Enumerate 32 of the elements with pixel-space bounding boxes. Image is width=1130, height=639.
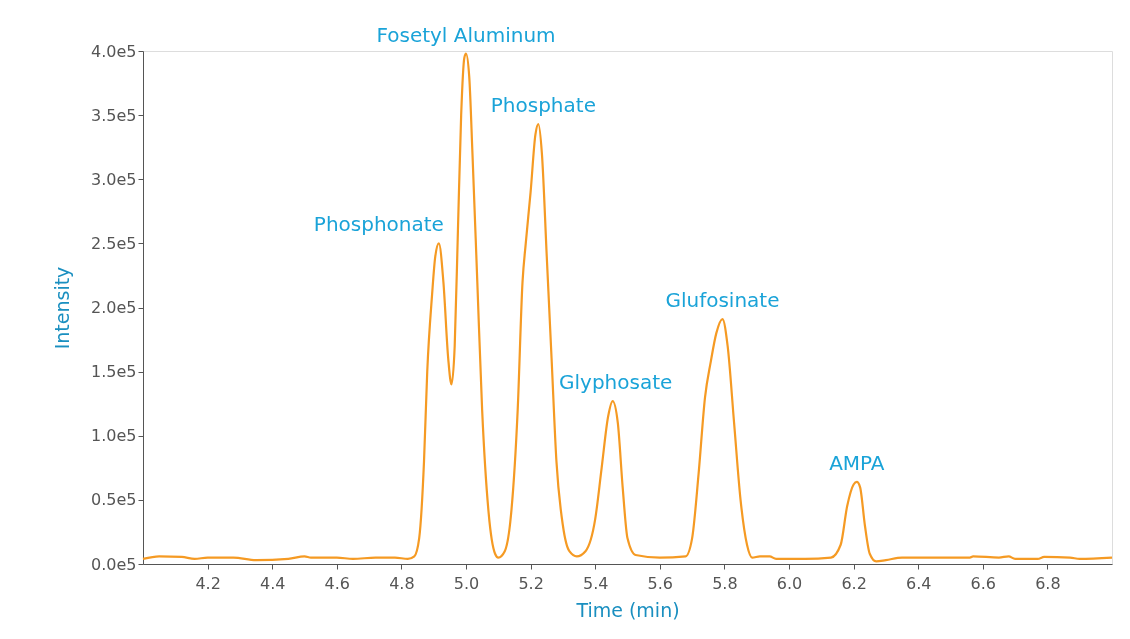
y-tick-label: 2.0e5 bbox=[91, 298, 137, 317]
y-tick-label: 2.5e5 bbox=[91, 233, 137, 253]
x-tick-label: 6.4 bbox=[905, 573, 932, 593]
annotation: Phosphonate bbox=[313, 212, 444, 237]
y-axis-title: Intensity bbox=[51, 266, 74, 350]
x-tick-label: 4.4 bbox=[259, 573, 286, 593]
line-series bbox=[141, 52, 1114, 563]
x-tick-label: 4.8 bbox=[389, 573, 415, 593]
x-tick-label: 6.8 bbox=[1035, 573, 1061, 593]
y-tick-label: 4.0e5 bbox=[91, 41, 137, 61]
annotation: Glyphosate bbox=[558, 370, 673, 395]
x-tick-label: 6.2 bbox=[841, 573, 867, 593]
x-tick-label: 5.6 bbox=[647, 573, 674, 593]
y-tick-label: 1.5e5 bbox=[91, 362, 137, 382]
y-tick-label: 3.0e5 bbox=[91, 169, 137, 189]
annotation: Fosetyl Aluminum bbox=[376, 22, 556, 47]
x-axis-title: Time (min) bbox=[575, 598, 680, 621]
x-tick-label: 6.0 bbox=[776, 573, 803, 593]
y-tick-label: 0.5e5 bbox=[91, 490, 137, 510]
x-tick-label: 5.0 bbox=[453, 573, 480, 593]
y-tick-label: 0.0e5 bbox=[91, 554, 137, 574]
annotation: Phosphate bbox=[490, 93, 596, 118]
x-tick-label: 6.6 bbox=[970, 573, 997, 593]
annotation: Glufosinate bbox=[665, 288, 780, 313]
annotation: AMPA bbox=[829, 450, 885, 475]
x-tick-label: 5.4 bbox=[582, 573, 609, 593]
x-tick-label: 5.2 bbox=[518, 573, 544, 593]
x-tick-label: 4.6 bbox=[324, 573, 351, 593]
y-tick-label: 3.5e5 bbox=[91, 105, 137, 125]
x-tick-label: 5.8 bbox=[712, 573, 738, 593]
y-tick-label: 1.0e5 bbox=[91, 426, 137, 446]
x-tick-label: 4.2 bbox=[195, 573, 221, 593]
